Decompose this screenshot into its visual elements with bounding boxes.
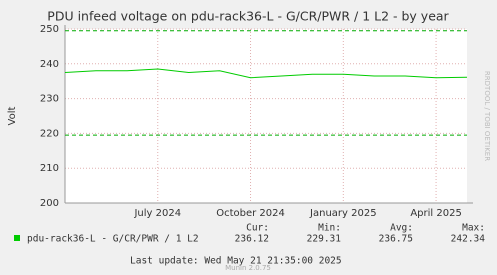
stat-label: Cur: (246, 223, 269, 234)
stat-value: 236.75 (379, 234, 413, 245)
y-tick-label: 250 (40, 24, 59, 35)
stat-label: Min: (318, 223, 341, 234)
stat-value: 229.31 (307, 234, 342, 245)
x-tick-label: October 2024 (216, 208, 285, 219)
x-tick-label: July 2024 (133, 208, 181, 219)
side-label: RRDTOOL / TOBI OETIKER (483, 71, 491, 161)
last-update: Last update: Wed May 21 21:35:00 2025 (130, 256, 342, 267)
y-axis-label: Volt (7, 106, 18, 125)
y-tick-label: 220 (40, 128, 59, 139)
x-tick-label: January 2025 (309, 208, 377, 219)
y-tick-label: 210 (40, 163, 59, 174)
y-tick-label: 230 (40, 94, 59, 105)
series-line (64, 68, 468, 79)
stat-label: Max: (462, 223, 485, 234)
footer: Munin 2.0.75 (225, 264, 271, 272)
stat-label: Avg: (390, 223, 413, 234)
x-tick-label: April 2025 (410, 208, 461, 219)
chart-title: PDU infeed voltage on pdu-rack36-L - G/C… (47, 9, 449, 24)
y-tick-label: 200 (40, 198, 59, 209)
plot-area (65, 29, 467, 203)
legend-swatch (14, 235, 20, 241)
y-tick-label: 240 (40, 59, 59, 70)
stat-value: 242.34 (451, 234, 486, 245)
legend-label: pdu-rack36-L - G/CR/PWR / 1 L2 (27, 234, 199, 245)
stat-value: 236.12 (235, 234, 269, 245)
